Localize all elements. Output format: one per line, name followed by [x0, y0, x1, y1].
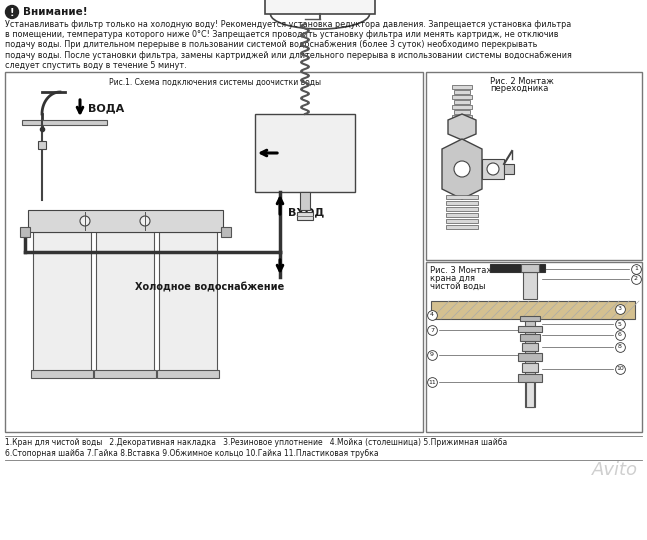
- Text: Рис. 3 Монтаж: Рис. 3 Монтаж: [430, 266, 494, 275]
- Text: 3: 3: [618, 307, 622, 312]
- Bar: [446, 219, 478, 223]
- Text: чистой воды: чистой воды: [430, 282, 485, 291]
- Text: в помещении, температура которого ниже 0°С! Запрещается проводить установку филь: в помещении, температура которого ниже 0…: [5, 30, 558, 39]
- Bar: [265, 0, 375, 14]
- Bar: [159, 232, 217, 372]
- Text: 5: 5: [618, 321, 622, 327]
- Bar: [221, 227, 231, 237]
- Text: переходника: переходника: [490, 84, 549, 93]
- Bar: [31, 370, 93, 378]
- Bar: [526, 382, 534, 407]
- Text: Avito: Avito: [592, 461, 638, 479]
- Bar: [452, 105, 472, 109]
- Bar: [452, 85, 472, 89]
- Circle shape: [80, 216, 90, 226]
- Bar: [454, 110, 470, 114]
- Bar: [522, 343, 538, 351]
- Bar: [38, 141, 46, 149]
- Bar: [522, 363, 538, 372]
- Text: крана для: крана для: [430, 274, 475, 283]
- Bar: [452, 115, 472, 119]
- Text: 4: 4: [430, 313, 434, 318]
- Text: Холодное водоснабжение: Холодное водоснабжение: [135, 282, 285, 292]
- Bar: [454, 120, 470, 124]
- Bar: [518, 374, 542, 382]
- Circle shape: [487, 163, 499, 175]
- Text: 11: 11: [428, 380, 436, 384]
- Text: ВОДА: ВОДА: [88, 103, 124, 113]
- Circle shape: [454, 161, 470, 177]
- Bar: [5, 72, 423, 432]
- Bar: [518, 353, 542, 361]
- Bar: [28, 210, 223, 232]
- Bar: [482, 159, 504, 179]
- Text: Внимание!: Внимание!: [23, 7, 87, 17]
- Text: Устанавливать фильтр только на холодную воду! Рекомендуется установка редуктора : Устанавливать фильтр только на холодную …: [5, 20, 571, 29]
- Polygon shape: [448, 114, 476, 140]
- Bar: [525, 317, 535, 407]
- Text: 9: 9: [430, 353, 434, 357]
- Text: 6.Стопорная шайба 7.Гайка 8.Вставка 9.Обжимное кольцо 10.Гайка 11.Пластиковая тр: 6.Стопорная шайба 7.Гайка 8.Вставка 9.Об…: [5, 449, 378, 458]
- Text: 8: 8: [618, 345, 622, 349]
- Text: 6: 6: [618, 333, 622, 338]
- Text: Рис.1. Схема подключения системы доочистки воды: Рис.1. Схема подключения системы доочист…: [109, 78, 321, 87]
- Text: !: !: [10, 8, 14, 17]
- Text: ВХОД: ВХОД: [288, 207, 324, 217]
- Bar: [454, 100, 470, 104]
- Circle shape: [6, 5, 19, 18]
- Bar: [446, 207, 478, 211]
- Polygon shape: [442, 139, 482, 199]
- Bar: [520, 316, 540, 321]
- Bar: [446, 201, 478, 205]
- Text: 1: 1: [634, 267, 638, 272]
- Bar: [520, 334, 540, 341]
- Bar: [33, 232, 91, 372]
- Bar: [446, 213, 478, 217]
- Bar: [20, 227, 30, 237]
- Text: подачу воды. При длительном перерыве в пользовании системой водоснабжения (более: подачу воды. При длительном перерыве в п…: [5, 40, 538, 49]
- Bar: [431, 301, 635, 319]
- Text: следует спустить воду в течение 5 минут.: следует спустить воду в течение 5 минут.: [5, 61, 186, 70]
- Bar: [523, 269, 537, 299]
- Bar: [426, 72, 642, 260]
- Bar: [454, 90, 470, 94]
- Bar: [96, 232, 154, 372]
- Text: 10: 10: [616, 367, 624, 372]
- Bar: [426, 262, 642, 432]
- Circle shape: [140, 216, 150, 226]
- Text: подачу воды. После установки фильтра, замены картриджей или длительного перерыва: подачу воды. После установки фильтра, за…: [5, 51, 572, 59]
- Bar: [490, 264, 545, 272]
- Text: 1.Кран для чистой воды   2.Декоративная накладка   3.Резиновое уплотнение   4.Мо: 1.Кран для чистой воды 2.Декоративная на…: [5, 438, 507, 447]
- Text: Рис. 2 Монтаж: Рис. 2 Монтаж: [490, 77, 554, 86]
- Text: 7: 7: [430, 327, 434, 333]
- Bar: [94, 370, 156, 378]
- Bar: [157, 370, 219, 378]
- Bar: [452, 95, 472, 99]
- Bar: [297, 212, 313, 220]
- Bar: [446, 195, 478, 199]
- Bar: [518, 326, 542, 332]
- Bar: [521, 264, 539, 272]
- Bar: [300, 192, 310, 210]
- Text: 2: 2: [634, 276, 638, 281]
- Bar: [504, 164, 514, 174]
- Bar: [255, 114, 355, 192]
- Bar: [446, 225, 478, 229]
- Bar: [22, 120, 107, 125]
